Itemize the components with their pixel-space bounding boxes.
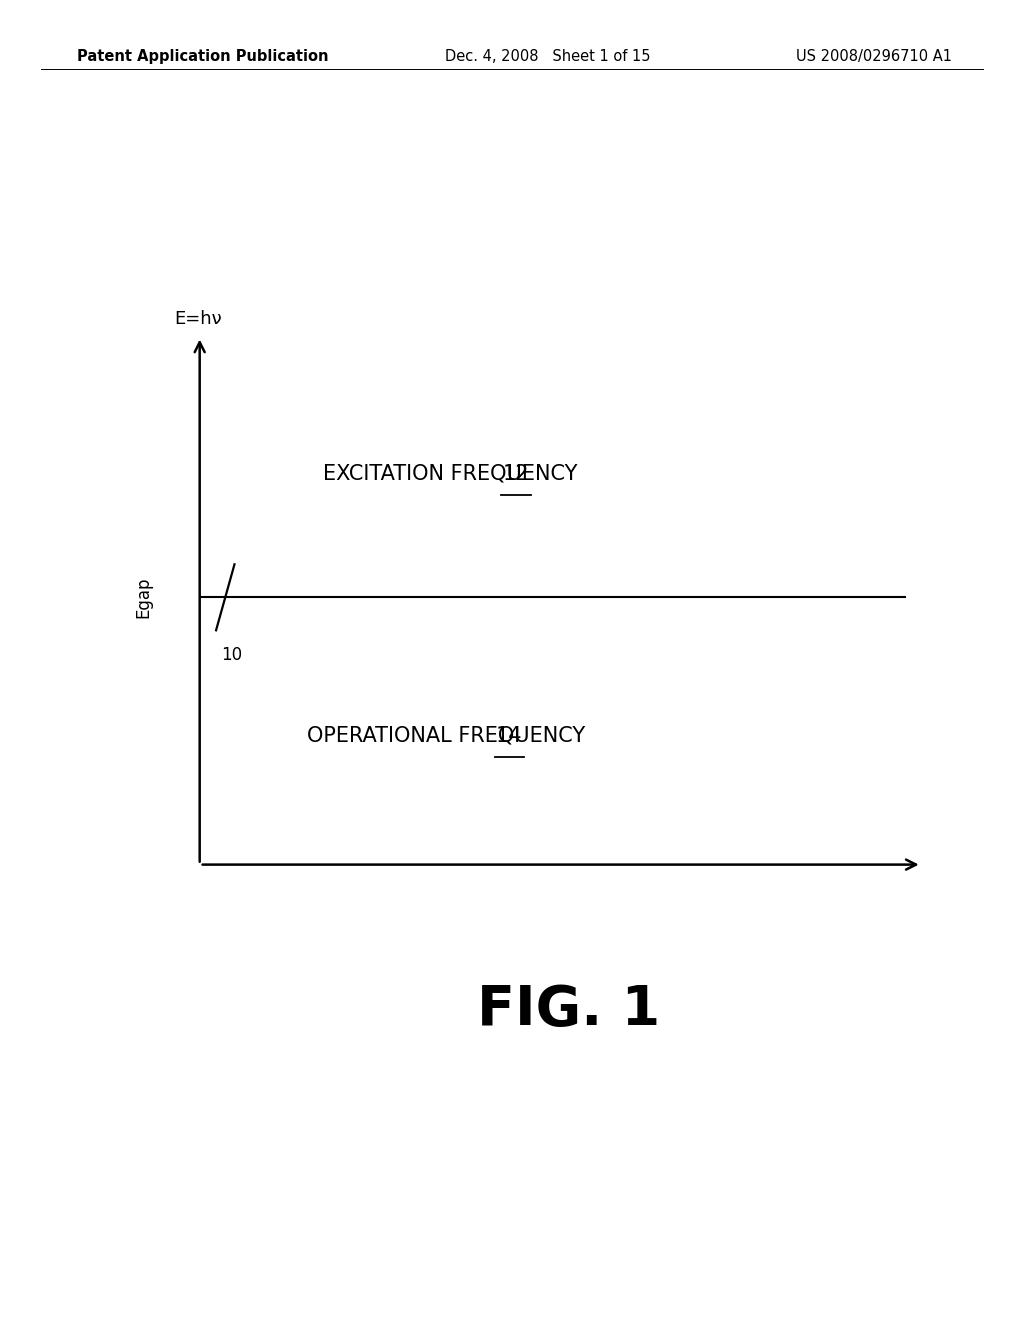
Text: EXCITATION FREQUENCY: EXCITATION FREQUENCY — [323, 463, 584, 483]
Text: US 2008/0296710 A1: US 2008/0296710 A1 — [797, 49, 952, 65]
Text: 14: 14 — [496, 726, 522, 746]
Text: OPERATIONAL FREQUENCY: OPERATIONAL FREQUENCY — [307, 726, 592, 746]
Text: Egap: Egap — [134, 577, 153, 618]
Text: FIG. 1: FIG. 1 — [477, 983, 659, 1036]
Text: E=hν: E=hν — [174, 310, 222, 329]
Text: Dec. 4, 2008   Sheet 1 of 15: Dec. 4, 2008 Sheet 1 of 15 — [445, 49, 651, 65]
Text: 12: 12 — [503, 463, 528, 483]
Text: 10: 10 — [221, 647, 243, 664]
Text: Patent Application Publication: Patent Application Publication — [77, 49, 329, 65]
